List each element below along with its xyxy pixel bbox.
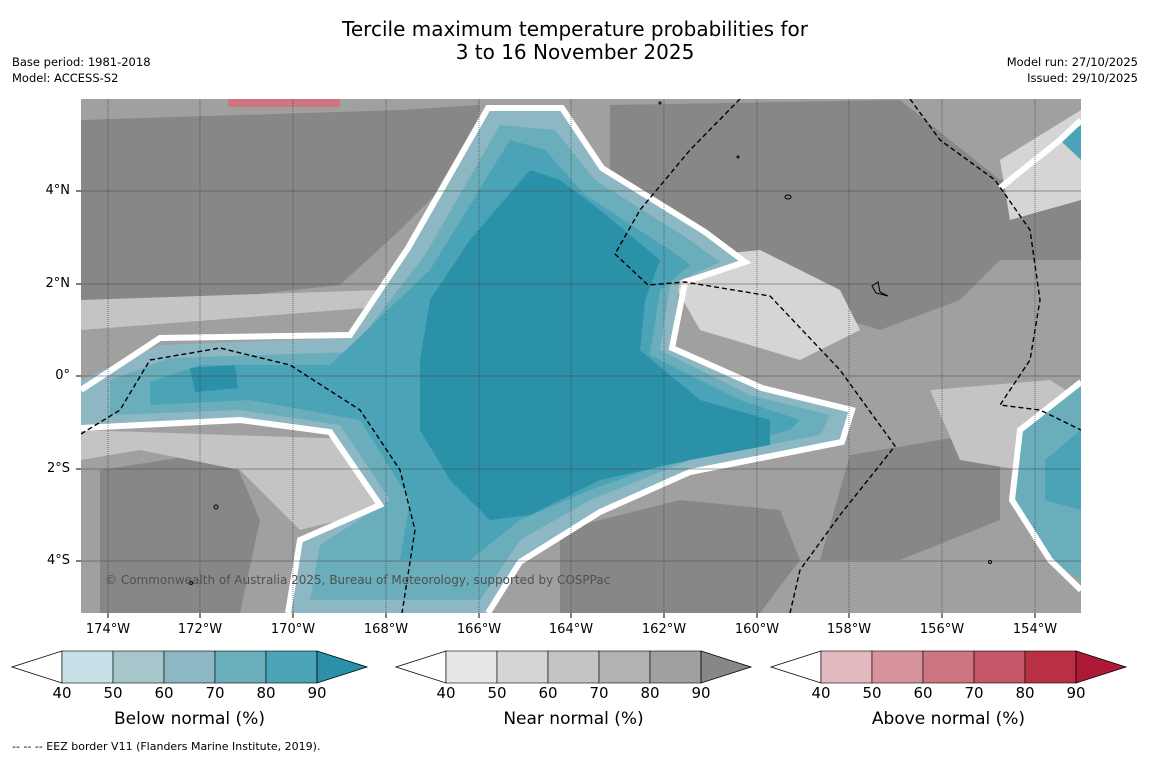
island-1: [784, 194, 792, 200]
issued-date: Issued: 29/10/2025: [1027, 71, 1138, 85]
title-line-2: 3 to 16 November 2025: [455, 40, 695, 64]
eez-footnote: -- -- -- EEZ border V11 (Flanders Marine…: [12, 740, 321, 753]
above-normal-colorbar-segment: [973, 650, 1026, 684]
model-run: Model run: 27/10/2025: [1006, 55, 1138, 69]
colorbars: [10, 650, 1128, 684]
below-normal-ne: [1060, 125, 1081, 160]
model-name: Model: ACCESS-S2: [12, 71, 119, 85]
near-normal-colorbar-segment: [649, 650, 702, 684]
lon-label-156w: 156°W: [919, 622, 965, 637]
near-normal-low-band-1: [81, 180, 470, 330]
below-normal-tick-label: 70: [205, 684, 225, 702]
near-normal-tick-label: 80: [640, 684, 660, 702]
below-normal-tick-label: 40: [52, 684, 72, 702]
below-normal-tick-label: 90: [307, 684, 327, 702]
near-normal-colorbar-segment: [496, 650, 549, 684]
lon-label-164w: 164°W: [548, 622, 594, 637]
below-normal-tick-label: 50: [103, 684, 123, 702]
lat-label-4s: 4°S: [46, 553, 70, 568]
meta-right: Model run: 27/10/2025 Issued: 29/10/2025: [1007, 54, 1138, 86]
near-normal-colorbar-segment: [598, 650, 651, 684]
below-normal-colorbar-max: [316, 650, 369, 684]
contour-east: [1008, 379, 1081, 593]
below-normal-colorbar-min: [10, 650, 63, 684]
lon-label-168w: 168°W: [363, 622, 409, 637]
copyright-notice: © Commonwealth of Australia 2025, Bureau…: [105, 573, 611, 587]
below-normal-colorbar-segment: [265, 650, 318, 684]
below-normal-colorbar-segment: [112, 650, 165, 684]
near-normal-low-band-4: [930, 380, 1081, 470]
island-7: [988, 560, 992, 564]
below-normal-90-small: [190, 365, 238, 392]
below-normal-tick-label: 80: [256, 684, 276, 702]
near-normal-colorbar-min: [394, 650, 447, 684]
above-normal-colorbar-max: [1075, 650, 1128, 684]
near-normal-high-s: [560, 500, 800, 613]
below-normal-colorbar-segment: [214, 650, 267, 684]
below-normal-colorbar-segment: [61, 650, 114, 684]
lon-label-166w: 166°W: [456, 622, 502, 637]
above-normal-tick-label: 50: [862, 684, 882, 702]
near-normal-tick-label: 50: [487, 684, 507, 702]
lon-label-160w: 160°W: [734, 622, 780, 637]
above-normal-colorbar-segment: [871, 650, 924, 684]
lat-label-0: 0°: [55, 368, 70, 383]
above-normal-tick-label: 90: [1066, 684, 1086, 702]
above-normal-patch: [228, 99, 340, 107]
near-normal-low-band-2: [660, 250, 860, 360]
lon-label-154w: 154°W: [1012, 622, 1058, 637]
island-2: [871, 281, 889, 297]
near-normal-tick-label: 40: [436, 684, 456, 702]
near-normal-colorbar-segment: [547, 650, 600, 684]
above-normal-tick-label: 80: [1015, 684, 1035, 702]
lon-label-162w: 162°W: [641, 622, 687, 637]
near-normal-high-e: [820, 430, 1000, 560]
below-normal-east-core: [1045, 430, 1081, 510]
near-normal-tick-label: 70: [589, 684, 609, 702]
above-normal-tick-label: 70: [964, 684, 984, 702]
lat-label-2s: 2°S: [46, 461, 70, 476]
above-normal-tick-label: 40: [811, 684, 831, 702]
near-normal-high-nw: [81, 105, 480, 300]
near-normal-colorbar-segment: [445, 650, 498, 684]
lon-label-158w: 158°W: [826, 622, 872, 637]
meta-left: Base period: 1981-2018 Model: ACCESS-S2: [12, 54, 151, 86]
title-line-1: Tercile maximum temperature probabilitie…: [342, 17, 808, 41]
below-normal-90: [420, 170, 770, 520]
near-normal-colorbar-max: [700, 650, 753, 684]
contour-ne: [998, 117, 1081, 191]
island-6: [736, 155, 740, 159]
below-normal-tick-label: 60: [154, 684, 174, 702]
lon-label-170w: 170°W: [270, 622, 316, 637]
above-normal-colorbar-segment: [1024, 650, 1077, 684]
island-4: [189, 581, 193, 585]
lat-label-4n: 4°N: [45, 183, 71, 198]
above-normal-colorbar-min: [769, 650, 822, 684]
near-normal-high-sw: [100, 450, 260, 613]
eez-border-3: [909, 99, 1081, 431]
near-normal-low-band-3: [81, 430, 420, 530]
contour-south: [81, 416, 385, 613]
lon-label-172w: 172°W: [177, 622, 223, 637]
island-5: [658, 101, 662, 105]
above-normal-colorbar-segment: [820, 650, 873, 684]
below-normal-colorbar-title: Below normal (%): [114, 709, 265, 729]
below-normal-colorbar-segment: [163, 650, 216, 684]
lat-label-2n: 2°N: [45, 276, 71, 291]
eez-border-1: [81, 347, 416, 613]
island-3: [213, 504, 219, 510]
eez-border-2: [614, 99, 896, 613]
lon-label-174w: 174°W: [85, 622, 131, 637]
above-normal-colorbar-segment: [922, 650, 975, 684]
above-normal-tick-label: 60: [913, 684, 933, 702]
base-period: Base period: 1981-2018: [12, 55, 151, 69]
near-normal-tick-label: 90: [691, 684, 711, 702]
near-normal-high-ne: [610, 100, 1081, 330]
above-normal-colorbar-title: Above normal (%): [871, 709, 1026, 729]
near-normal-tick-label: 60: [538, 684, 558, 702]
map-title: Tercile maximum temperature probabilitie…: [0, 18, 1150, 64]
contour-north: [81, 105, 856, 613]
near-normal-colorbar-title: Near normal (%): [503, 709, 644, 729]
